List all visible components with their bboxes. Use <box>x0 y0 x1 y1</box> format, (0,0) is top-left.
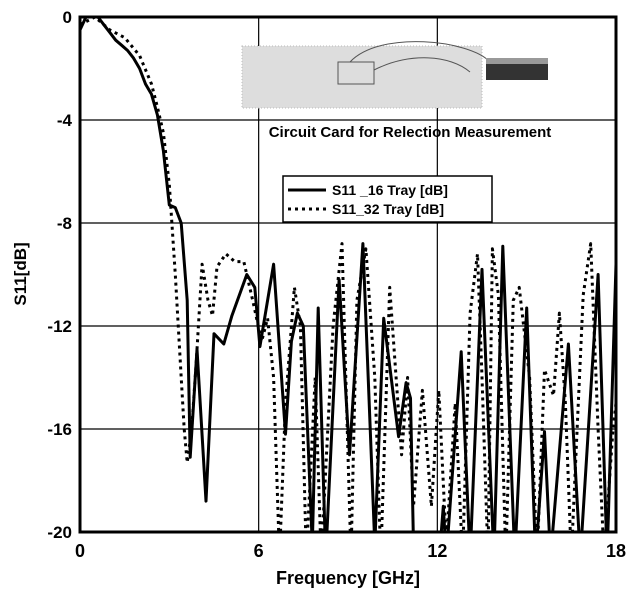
card-chip <box>337 61 375 85</box>
y-tick-label: 0 <box>63 8 72 27</box>
legend-box <box>282 175 493 223</box>
card-wires <box>349 41 491 73</box>
legend-label: S11 _16 Tray [dB] <box>332 182 448 198</box>
y-tick-label: -20 <box>47 523 72 542</box>
y-tick-label: -16 <box>47 420 72 439</box>
card-connector-top <box>486 58 548 64</box>
inset-image <box>241 41 548 109</box>
series-line <box>80 17 616 532</box>
annotation: Circuit Card for Relection Measurement <box>269 124 552 141</box>
series-line <box>80 17 616 532</box>
y-tick-label: -4 <box>57 111 73 130</box>
x-tick-label: 12 <box>427 541 447 561</box>
legend: S11 _16 Tray [dB] S11_32 Tray [dB] <box>282 175 493 223</box>
x-tick-label: 18 <box>606 541 626 561</box>
legend-label: S11_32 Tray [dB] <box>332 201 444 217</box>
x-tick-label: 6 <box>254 541 264 561</box>
y-axis-label: S11[dB] <box>11 242 30 305</box>
x-axis-label: Frequency [GHz] <box>276 568 420 588</box>
x-tick-label: 0 <box>75 541 85 561</box>
plot-lines <box>80 17 616 532</box>
card-image <box>241 45 483 109</box>
y-tick-label: -12 <box>47 317 72 336</box>
card-connector <box>486 62 548 80</box>
y-tick-label: -8 <box>57 214 72 233</box>
plot-frame <box>78 15 618 534</box>
